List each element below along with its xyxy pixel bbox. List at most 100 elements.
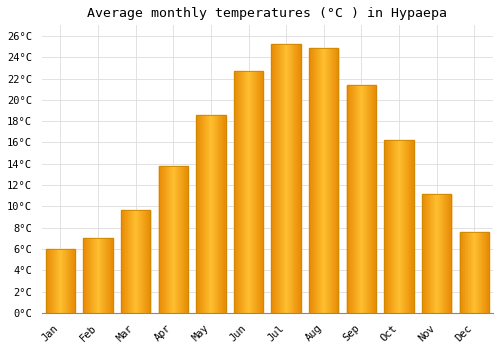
Bar xyxy=(62,249,64,313)
Bar xyxy=(328,48,329,313)
Bar xyxy=(143,210,144,313)
Bar xyxy=(91,238,92,313)
Bar xyxy=(53,249,54,313)
Bar xyxy=(51,249,52,313)
Bar xyxy=(124,210,126,313)
Bar xyxy=(483,232,484,313)
Bar xyxy=(430,194,431,313)
Bar xyxy=(373,85,374,313)
Bar xyxy=(175,166,176,313)
Bar xyxy=(402,140,404,313)
Bar xyxy=(170,166,171,313)
Bar xyxy=(185,166,186,313)
Bar xyxy=(102,238,103,313)
Bar xyxy=(202,115,203,313)
Bar xyxy=(393,140,394,313)
Bar xyxy=(66,249,67,313)
Bar xyxy=(205,115,206,313)
Bar xyxy=(335,48,336,313)
Bar xyxy=(247,71,248,313)
Bar xyxy=(359,85,360,313)
Bar xyxy=(399,140,400,313)
Bar xyxy=(144,210,145,313)
Bar xyxy=(316,48,317,313)
Bar xyxy=(278,44,279,313)
Bar xyxy=(355,85,356,313)
Bar xyxy=(408,140,410,313)
Bar xyxy=(200,115,202,313)
Bar xyxy=(84,238,113,313)
Bar xyxy=(169,166,170,313)
Bar xyxy=(411,140,412,313)
Bar xyxy=(442,194,443,313)
Bar xyxy=(317,48,318,313)
Bar xyxy=(87,238,88,313)
Bar xyxy=(284,44,286,313)
Bar xyxy=(262,71,263,313)
Bar xyxy=(244,71,245,313)
Bar xyxy=(94,238,95,313)
Bar xyxy=(326,48,328,313)
Bar xyxy=(180,166,182,313)
Bar xyxy=(95,238,96,313)
Bar xyxy=(196,115,226,313)
Bar xyxy=(422,194,424,313)
Bar xyxy=(138,210,140,313)
Bar xyxy=(178,166,179,313)
Bar xyxy=(67,249,68,313)
Bar xyxy=(397,140,398,313)
Bar xyxy=(410,140,411,313)
Bar xyxy=(288,44,289,313)
Bar xyxy=(61,249,62,313)
Bar xyxy=(460,232,489,313)
Bar xyxy=(323,48,324,313)
Bar xyxy=(320,48,321,313)
Bar xyxy=(427,194,428,313)
Bar xyxy=(290,44,292,313)
Bar xyxy=(350,85,351,313)
Bar xyxy=(240,71,241,313)
Bar xyxy=(196,115,197,313)
Bar xyxy=(211,115,212,313)
Bar xyxy=(183,166,184,313)
Bar xyxy=(486,232,488,313)
Bar xyxy=(58,249,59,313)
Bar xyxy=(208,115,210,313)
Bar xyxy=(220,115,221,313)
Bar xyxy=(54,249,56,313)
Bar xyxy=(287,44,288,313)
Bar xyxy=(176,166,177,313)
Bar xyxy=(372,85,373,313)
Bar xyxy=(431,194,432,313)
Bar xyxy=(334,48,335,313)
Bar xyxy=(449,194,450,313)
Bar xyxy=(258,71,259,313)
Bar xyxy=(204,115,205,313)
Bar xyxy=(365,85,366,313)
Bar xyxy=(272,44,301,313)
Bar xyxy=(252,71,253,313)
Bar xyxy=(130,210,132,313)
Bar xyxy=(149,210,150,313)
Bar xyxy=(146,210,148,313)
Bar xyxy=(358,85,359,313)
Bar xyxy=(197,115,198,313)
Bar xyxy=(99,238,100,313)
Bar xyxy=(86,238,87,313)
Bar xyxy=(351,85,352,313)
Bar xyxy=(469,232,470,313)
Bar xyxy=(123,210,124,313)
Bar xyxy=(109,238,110,313)
Bar xyxy=(391,140,392,313)
Bar xyxy=(253,71,254,313)
Bar xyxy=(216,115,217,313)
Bar xyxy=(245,71,246,313)
Bar xyxy=(443,194,444,313)
Bar xyxy=(374,85,376,313)
Bar xyxy=(363,85,364,313)
Bar xyxy=(313,48,314,313)
Bar xyxy=(371,85,372,313)
Bar xyxy=(280,44,281,313)
Bar xyxy=(126,210,127,313)
Bar xyxy=(310,48,312,313)
